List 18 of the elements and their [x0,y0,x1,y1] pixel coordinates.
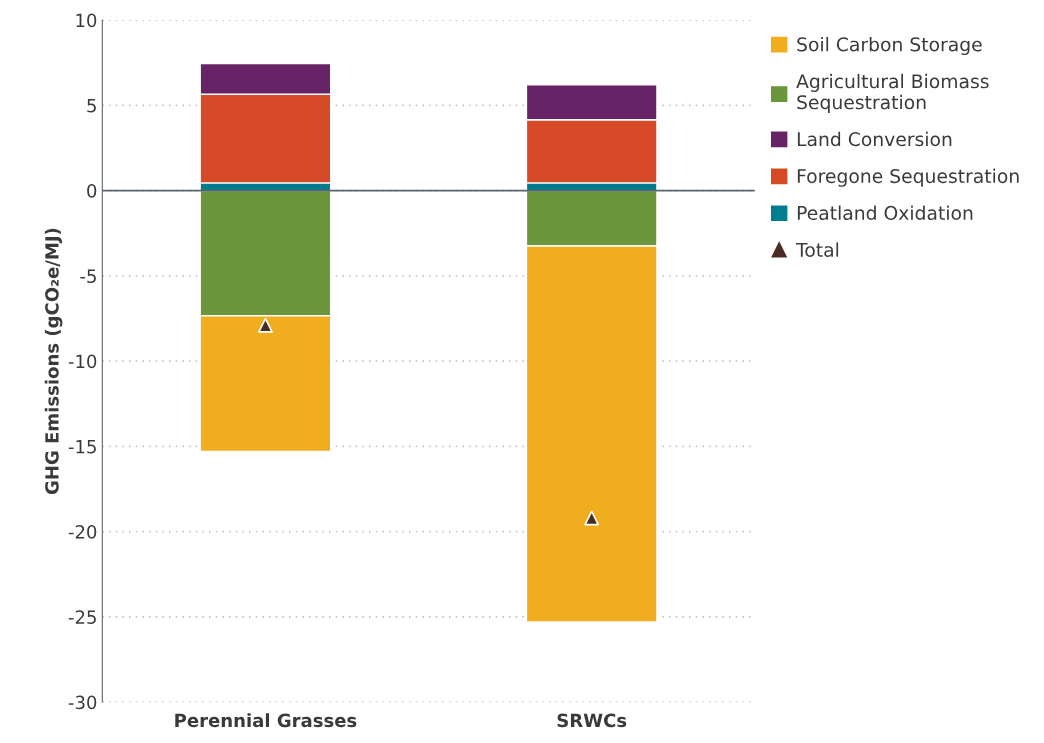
legend-label: Land Conversion [797,131,952,147]
y-axis-title: GHG Emissions (gCO₂e/MJ) [44,228,63,495]
y-tick-label: -30 [68,695,97,710]
y-tick-label: -20 [68,525,97,539]
y-tick-label: 0 [87,184,97,198]
y-tick-label: 10 [76,13,97,28]
legend-label: Foregone Sequestration [797,168,1019,187]
x-tick-label: Perennial Grasses [175,713,357,728]
legend-label: Total [796,242,839,257]
y-tick-label: -5 [80,269,96,283]
legend-label: Soil Carbon Storage [797,36,982,56]
legend-label: Peatland Oxidation [797,205,973,221]
y-tick-label: -10 [68,354,97,369]
y-tick-label: -15 [68,440,96,454]
y-tick-label: 5 [87,99,96,113]
legend-label: Agricultural Biomass Sequestration [796,73,989,113]
x-tick-label: SRWCs [557,713,627,728]
y-tick-label: -25 [68,610,96,624]
